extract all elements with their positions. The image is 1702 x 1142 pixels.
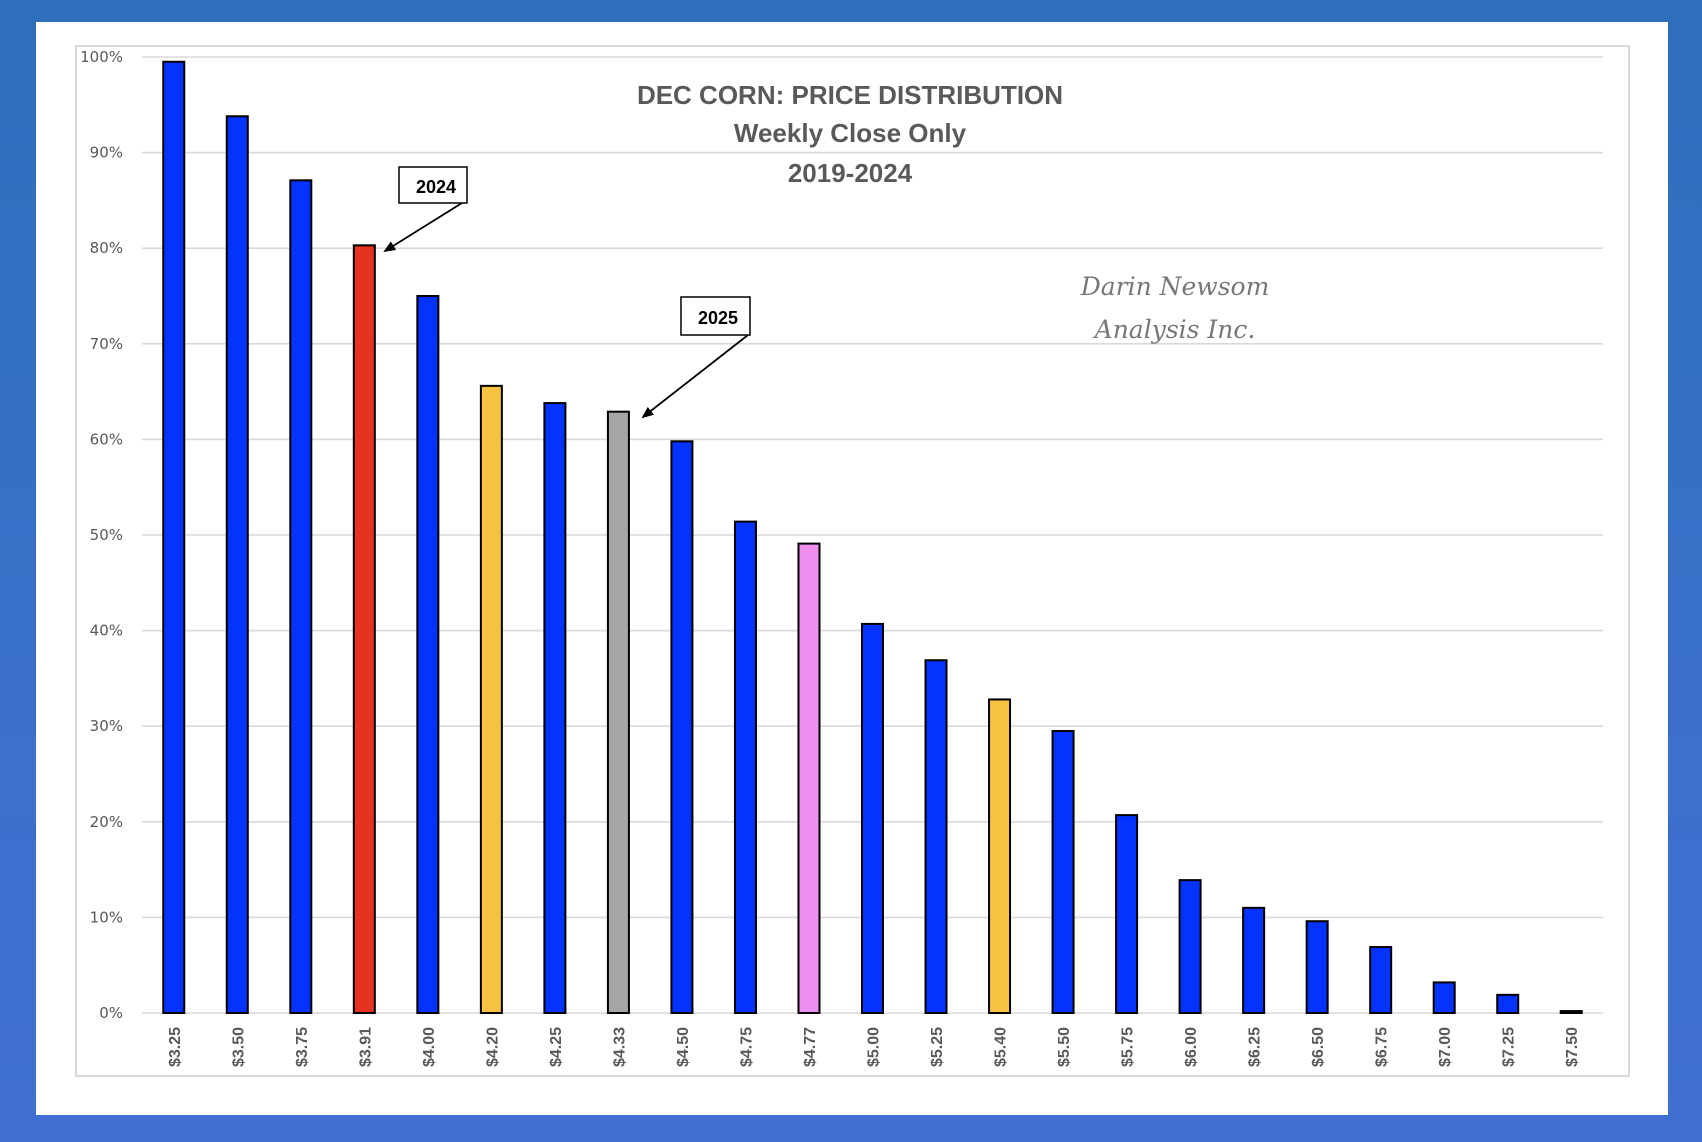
bar-4-00: [416, 295, 440, 1014]
y-tick-label: 80%: [90, 239, 123, 257]
y-tick-label: 20%: [90, 813, 123, 831]
callout-2024: 2024: [383, 166, 468, 253]
x-tick-label: $3.91: [357, 1027, 374, 1067]
x-tick-label: $5.40: [993, 1027, 1010, 1067]
x-tick-label: $3.75: [294, 1027, 311, 1067]
y-tick-label: 90%: [90, 144, 123, 162]
y-tick-label: 40%: [90, 622, 123, 640]
x-tick-label: $4.25: [548, 1027, 565, 1067]
x-axis-ticks: $3.25 $3.50 $3.75 $3.91 $4.00 $4.20 $4.25 $4.33…: [167, 1027, 1581, 1067]
callout-2025-arrow: [641, 334, 749, 419]
x-tick-label: $7.00: [1437, 1027, 1454, 1067]
callout-2024-arrow: [383, 202, 463, 253]
bar-5-00: [861, 622, 884, 1015]
x-tick-label: $4.75: [738, 1027, 755, 1067]
x-tick-label: $6.50: [1310, 1027, 1327, 1067]
bar-7-25: [1496, 993, 1520, 1014]
callout-2024-box: [398, 166, 468, 204]
bars: [162, 60, 1583, 1015]
x-tick-label: $5.25: [929, 1027, 946, 1067]
x-tick-label: $4.20: [484, 1027, 501, 1067]
callout-2025-box: [680, 296, 751, 336]
bar-5-25: [924, 659, 948, 1015]
x-tick-label: $5.00: [866, 1027, 883, 1067]
bar-4-77: [797, 542, 821, 1014]
x-tick-label: $4.50: [675, 1027, 692, 1067]
callout-2025: 2025: [641, 296, 751, 419]
x-tick-label: $7.50: [1564, 1027, 1581, 1067]
x-tick-label: $5.50: [1056, 1027, 1073, 1067]
callout-2024-label: 2024: [416, 177, 456, 197]
watermark-line-1: Darin Newsom: [1080, 272, 1270, 301]
bar-6-50: [1305, 920, 1329, 1014]
bar-4-20: [479, 384, 503, 1014]
y-tick-label: 70%: [90, 335, 123, 353]
y-tick-label: 50%: [90, 526, 123, 544]
y-tick-label: 30%: [90, 717, 123, 735]
bar-3-25: [162, 60, 186, 1014]
chart-title: DEC CORN: PRICE DISTRIBUTION: [637, 80, 1063, 110]
x-tick-label: $3.50: [230, 1027, 247, 1067]
bar-3-50: [225, 115, 249, 1015]
bar-4-25: [543, 402, 567, 1014]
x-tick-label: $4.33: [611, 1027, 628, 1067]
y-tick-label: 0%: [99, 1004, 123, 1022]
x-tick-label: $4.77: [802, 1027, 819, 1067]
y-axis-ticks: 0% 10% 20% 30% 40% 50% 60% 70% 80% 90% 100%: [80, 48, 123, 1022]
chart-frame: [75, 45, 1630, 1077]
x-tick-label: $6.75: [1374, 1027, 1391, 1067]
bar-4-33: [606, 410, 630, 1014]
bar-3-91: [352, 244, 376, 1015]
callout-2025-label: 2025: [698, 308, 738, 328]
bar-6-25: [1242, 906, 1266, 1015]
bar-4-75: [733, 520, 757, 1015]
bar-5-40: [988, 698, 1012, 1014]
watermark-line-2: Analysis Inc.: [1093, 315, 1256, 344]
bar-5-50: [1051, 729, 1075, 1014]
bar-7-50: [1559, 1010, 1583, 1015]
x-tick-label: $7.25: [1501, 1027, 1518, 1067]
x-tick-label: $6.00: [1183, 1027, 1200, 1067]
y-tick-label: 60%: [90, 430, 123, 448]
bar-7-00: [1432, 981, 1456, 1015]
gridlines: [142, 56, 1603, 1014]
chart-period: 2019-2024: [788, 158, 913, 188]
bar-6-00: [1178, 879, 1202, 1015]
x-tick-label: $3.25: [167, 1027, 184, 1067]
y-tick-label: 100%: [80, 48, 123, 66]
bar-6-75: [1369, 946, 1393, 1015]
bar-4-50: [670, 440, 694, 1014]
chart-subtitle: Weekly Close Only: [734, 118, 967, 148]
bar-3-75: [289, 179, 313, 1015]
x-tick-label: $4.00: [421, 1027, 438, 1067]
bar-5-75: [1115, 814, 1139, 1014]
y-tick-label: 10%: [90, 908, 123, 926]
x-tick-label: $6.25: [1247, 1027, 1264, 1067]
x-tick-label: $5.75: [1120, 1027, 1137, 1067]
